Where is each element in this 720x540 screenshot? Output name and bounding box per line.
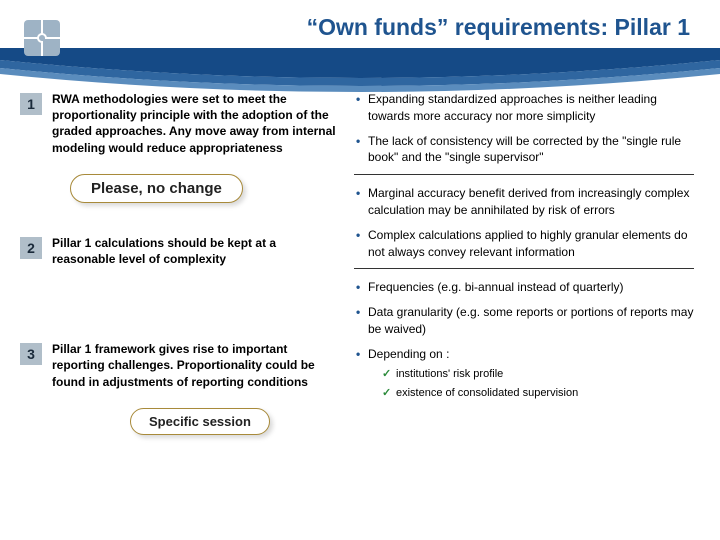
callout-3: Specific session [130,408,270,435]
section-1: 1 RWA methodologies were set to meet the… [20,91,340,156]
bullet-item: The lack of consistency will be correcte… [354,133,694,167]
badge-3: 3 [20,343,42,365]
bullet-item: Data granularity (e.g. some reports or p… [354,304,694,338]
bullet-item: Complex calculations applied to highly g… [354,227,694,261]
section-2: 2 Pillar 1 calculations should be kept a… [20,235,340,267]
bullet-text: Depending on : [368,347,449,361]
callout-3-label: Specific session [130,408,270,435]
bullet-item: Marginal accuracy benefit derived from i… [354,185,694,219]
right-column: Expanding standardized approaches is nei… [354,91,694,435]
badge-1: 1 [20,93,42,115]
section-2-text: Pillar 1 calculations should be kept at … [52,235,340,267]
page-title: “Own funds” requirements: Pillar 1 [30,14,690,41]
bullet-item: Depending on : institutions' risk profil… [354,346,694,402]
content-area: 1 RWA methodologies were set to meet the… [0,51,720,435]
section-1-text: RWA methodologies were set to meet the p… [52,91,340,156]
divider [354,268,694,269]
right-block-3: Frequencies (e.g. bi-annual instead of q… [354,279,694,401]
callout-1: Please, no change [70,174,243,203]
section-3: 3 Pillar 1 framework gives rise to impor… [20,341,340,390]
sublist-item: existence of consolidated supervision [382,386,694,401]
bullet-item: Expanding standardized approaches is nei… [354,91,694,125]
badge-2: 2 [20,237,42,259]
right-block-1: Expanding standardized approaches is nei… [354,91,694,166]
divider [354,174,694,175]
callout-1-label: Please, no change [70,174,243,203]
sublist-item: institutions' risk profile [382,367,694,382]
right-block-2: Marginal accuracy benefit derived from i… [354,185,694,260]
callout-3-text: Specific session [149,414,251,429]
section-3-text: Pillar 1 framework gives rise to importa… [52,341,340,390]
bullet-item: Frequencies (e.g. bi-annual instead of q… [354,279,694,296]
left-column: 1 RWA methodologies were set to meet the… [20,91,340,435]
